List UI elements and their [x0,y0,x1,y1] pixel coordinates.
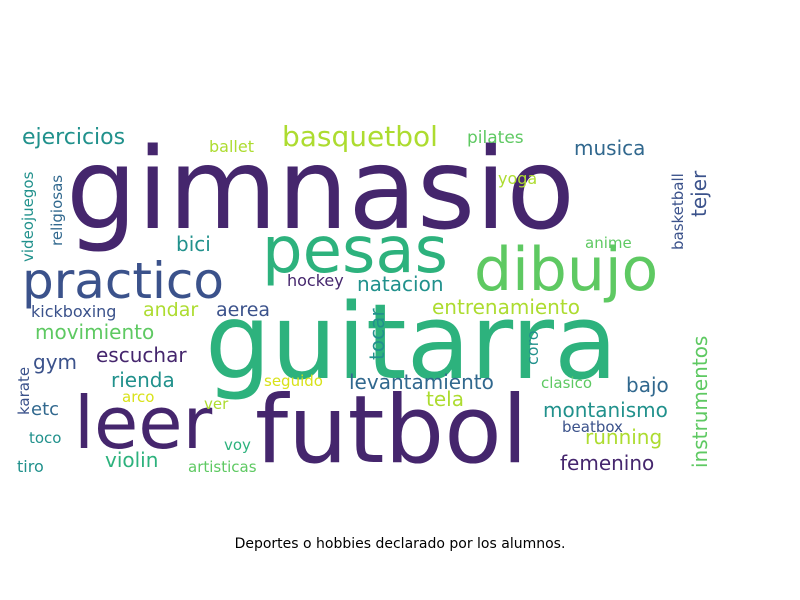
word-tejer: tejer [687,170,711,217]
word-rienda: rienda [111,368,175,392]
word-toco: toco [29,429,61,447]
word-running: running [585,425,662,449]
word-anime: anime [585,234,632,252]
word-tocar: tocar [365,308,389,360]
word-beatbox: beatbox [562,418,623,436]
word-musica: musica [574,136,645,160]
word-entrenamiento: entrenamiento [432,295,580,319]
word-artisticas: artisticas [188,458,257,476]
word-futbol: futbol [255,376,528,485]
word-hockey: hockey [287,271,344,290]
word-gimnasio: gimnasio [66,125,575,255]
word-religiosas: religiosas [48,175,66,246]
word-femenino: femenino [560,451,654,475]
word-andar: andar [143,299,198,321]
word-guitarra: guitarra [205,281,618,403]
word-leer: leer [74,381,213,465]
word-ver: ver [204,395,229,413]
word-violin: violin [105,448,158,472]
word-basketball: basketball [669,173,687,250]
word-karate: karate [15,367,33,415]
word-arco: arco [122,388,154,406]
word-instrumentos: instrumentos [688,336,712,468]
word-kickboxing: kickboxing [31,302,116,321]
word-movimiento: movimiento [35,320,154,344]
word-seguido: seguido [264,372,323,390]
word-etc: etc [31,399,59,420]
word-natacion: natacion [357,272,444,296]
word-pesas: pesas [262,214,448,288]
word-clasico: clasico [541,374,592,392]
word-bici: bici [176,232,211,256]
word-yoga: yoga [498,169,537,188]
word-videojuegos: videojuegos [19,171,37,262]
word-montanismo: montanismo [543,398,668,422]
word-gym: gym [33,350,77,374]
word-tela: tela [426,387,464,411]
word-levantamiento: levantamiento [349,370,494,394]
word-bajo: bajo [626,373,669,397]
word-practico: practico [22,252,224,310]
word-basquetbol: basquetbol [282,120,438,153]
word-voy: voy [224,436,251,454]
word-escuchar: escuchar [96,343,187,367]
word-aerea: aerea [216,299,270,321]
word-dibujo: dibujo [474,235,658,305]
word-ballet: ballet [209,137,254,156]
word-tiro: tiro [17,457,44,476]
word-ejercicios: ejercicios [22,125,125,150]
word-pilates: pilates [467,128,524,148]
figure-caption: Deportes o hobbies declarado por los alu… [234,536,566,552]
word-coro: coro [523,330,542,365]
